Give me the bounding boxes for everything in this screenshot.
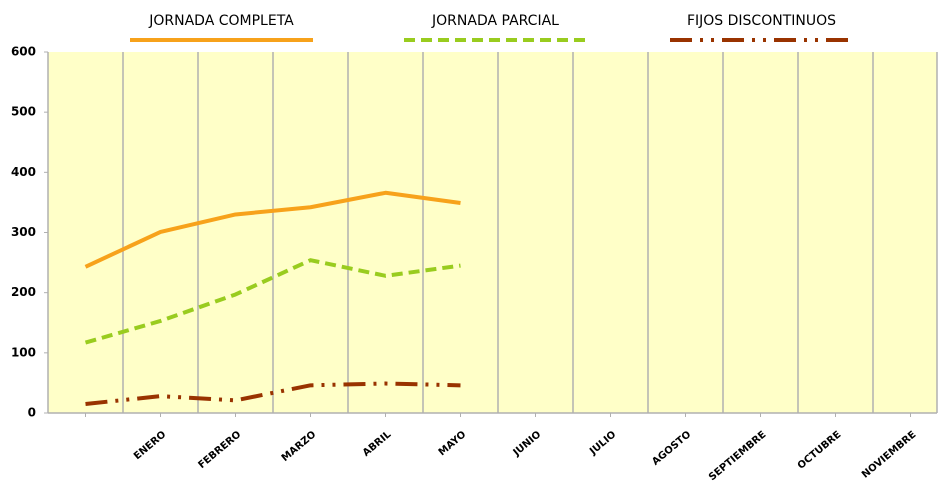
x-tick-label: OCTUBRE (796, 429, 844, 472)
x-tick-label: MARZO (280, 429, 319, 464)
series-line (84, 190, 461, 269)
series-line (85, 381, 461, 406)
x-tick-label: FEBRERO (196, 429, 243, 471)
x-tick-label: NOVIEMBRE (860, 429, 919, 481)
x-tick-label: MAYO (437, 429, 469, 458)
plot-area (48, 52, 937, 413)
legend-label: FIJOS DISCONTINUOS (687, 13, 836, 29)
y-tick-label: 400 (11, 165, 36, 179)
y-tick-label: 600 (11, 45, 36, 59)
y-tick-label: 0 (28, 406, 36, 420)
x-tick-label: AGOSTO (650, 429, 693, 468)
x-tick-label: ENERO (132, 429, 168, 462)
x-tick-label: SEPTIEMBRE (707, 429, 768, 483)
legend-label: JORNADA PARCIAL (431, 13, 559, 29)
x-tick-label: JULIO (587, 429, 618, 458)
y-tick-label: 300 (11, 225, 36, 239)
legend-label: JORNADA COMPLETA (148, 13, 294, 29)
series-line (84, 258, 461, 345)
y-tick-label: 500 (11, 105, 36, 119)
x-tick-label: ABRIL (361, 429, 394, 459)
y-tick-label: 100 (11, 345, 36, 359)
y-tick-label: 200 (11, 285, 36, 299)
x-tick-label: JUNIO (511, 429, 544, 459)
